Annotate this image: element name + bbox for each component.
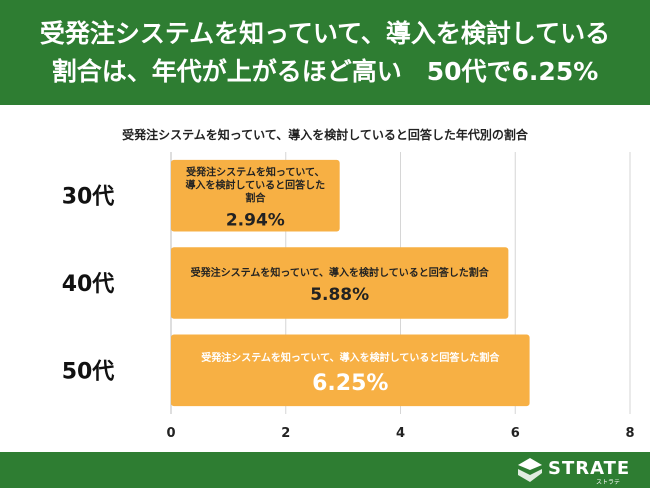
strate-logo-text: STRATE (548, 458, 631, 479)
strate-logo-icon (518, 458, 542, 482)
value-label-0: 2.94% (226, 211, 285, 231)
x-tick-label-0: 0 (166, 426, 175, 441)
x-tick-label-4: 8 (625, 426, 634, 441)
bar-1 (171, 247, 509, 319)
x-tick-label-3: 6 (511, 426, 520, 441)
value-label-2: 6.25% (312, 371, 388, 396)
category-label-0: 30代 (62, 185, 115, 210)
headline-line-2: 割合は、年代が上がるほど高い 50代で6.25% (51, 57, 599, 86)
x-tick-label-1: 2 (281, 426, 290, 441)
headline-line-1: 受発注システムを知っていて、導入を検討している (39, 19, 611, 48)
header-banner: 受発注システムを知っていて、導入を検討している 割合は、年代が上がるほど高い 5… (0, 0, 650, 105)
bar-2 (171, 334, 530, 407)
bar-label-1: 受発注システムを知っていて、導入を検討していると回答した割合 (191, 266, 490, 279)
footer-bar: STRATE ストラテ (0, 452, 650, 488)
category-label-2: 50代 (62, 359, 115, 384)
category-label-1: 40代 (62, 272, 115, 297)
strate-logo: STRATE ストラテ (516, 456, 636, 486)
x-tick-label-2: 4 (396, 426, 405, 441)
bar-label-2: 受発注システムを知っていて、導入を検討していると回答した割合 (201, 351, 500, 364)
bar-0 (171, 159, 340, 232)
bar-chart: 0 2 4 6 830代受発注システムを知っていて、導入を検討していると回答した割合2.… (62, 152, 635, 441)
value-label-1: 5.88% (310, 285, 369, 305)
bar-label-0: 受発注システムを知っていて、導入を検討していると回答した割合 (185, 166, 325, 205)
strate-logo-subtext: ストラテ (596, 479, 621, 486)
chart-title: 受発注システムを知っていて、導入を検討していると回答した年代別の割合 (122, 128, 528, 142)
